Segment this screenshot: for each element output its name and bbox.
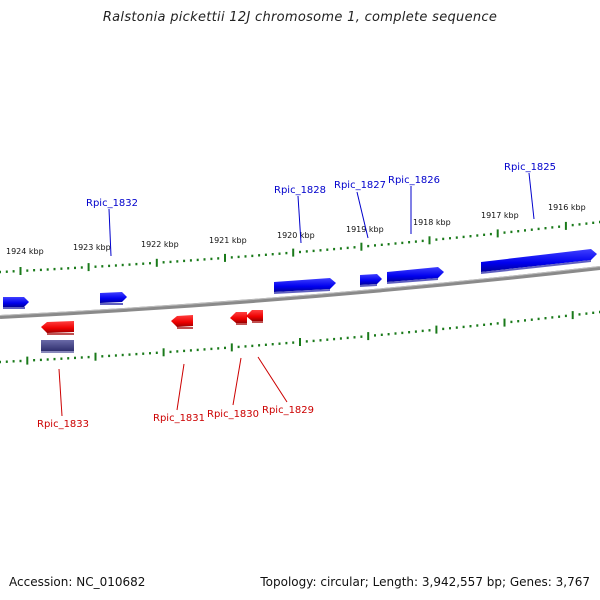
gene-label-rpic-1828[interactable]: Rpic_1828 (274, 185, 326, 196)
summary-text: Topology: circular; Length: 3,942,557 bp… (260, 575, 590, 589)
gene-label-rpic-1825[interactable]: Rpic_1825 (504, 162, 556, 173)
gene-feature[interactable] (171, 315, 193, 329)
tick-label: 1923 kbp (73, 243, 111, 252)
lower-tick-ruler (0, 310, 600, 365)
gene-feature[interactable] (41, 340, 74, 353)
upper-tick-ruler (0, 220, 600, 275)
gene-feature[interactable] (481, 249, 597, 274)
tick-labels: 1924 kbp 1923 kbp 1922 kbp 1921 kbp 1920… (6, 203, 586, 256)
gene-feature[interactable] (246, 310, 263, 323)
tick-label: 1919 kbp (346, 225, 384, 234)
forward-genes (3, 249, 597, 309)
tick-label: 1924 kbp (6, 247, 44, 256)
gene-feature[interactable] (41, 321, 74, 335)
gene-label-rpic-1829[interactable]: Rpic_1829 (262, 405, 314, 416)
gene-feature[interactable] (387, 267, 444, 284)
gene-label-rpic-1830[interactable]: Rpic_1830 (207, 409, 259, 420)
accession-text: Accession: NC_010682 (9, 575, 146, 589)
tick-label: 1922 kbp (141, 240, 179, 249)
gene-feature[interactable] (230, 312, 247, 325)
gene-feature[interactable] (3, 297, 29, 309)
reverse-gene-labels: Rpic_1833 Rpic_1831 Rpic_1830 Rpic_1829 (37, 405, 314, 430)
gene-label-rpic-1827[interactable]: Rpic_1827 (334, 180, 386, 191)
tick-label: 1916 kbp (548, 203, 586, 212)
forward-gene-labels: Rpic_1832 Rpic_1828 Rpic_1827 Rpic_1826 … (86, 162, 556, 209)
map-title: Ralstonia pickettii 12J chromosome 1, co… (102, 10, 498, 25)
reverse-leader-lines (58, 356, 288, 417)
tick-label: 1917 kbp (481, 211, 519, 220)
reverse-genes (41, 310, 263, 353)
gene-feature[interactable] (360, 274, 382, 287)
chromosome-backbone (0, 266, 600, 319)
tick-label: 1918 kbp (413, 218, 451, 227)
gene-label-rpic-1832[interactable]: Rpic_1832 (86, 198, 138, 209)
gene-label-rpic-1831[interactable]: Rpic_1831 (153, 413, 205, 424)
gene-feature[interactable] (274, 278, 336, 294)
gene-label-rpic-1833[interactable]: Rpic_1833 (37, 419, 89, 430)
forward-leader-lines (108, 172, 535, 257)
gene-feature[interactable] (100, 292, 127, 305)
gene-label-rpic-1826[interactable]: Rpic_1826 (388, 175, 440, 186)
tick-label: 1920 kbp (277, 231, 315, 240)
tick-label: 1921 kbp (209, 236, 247, 245)
